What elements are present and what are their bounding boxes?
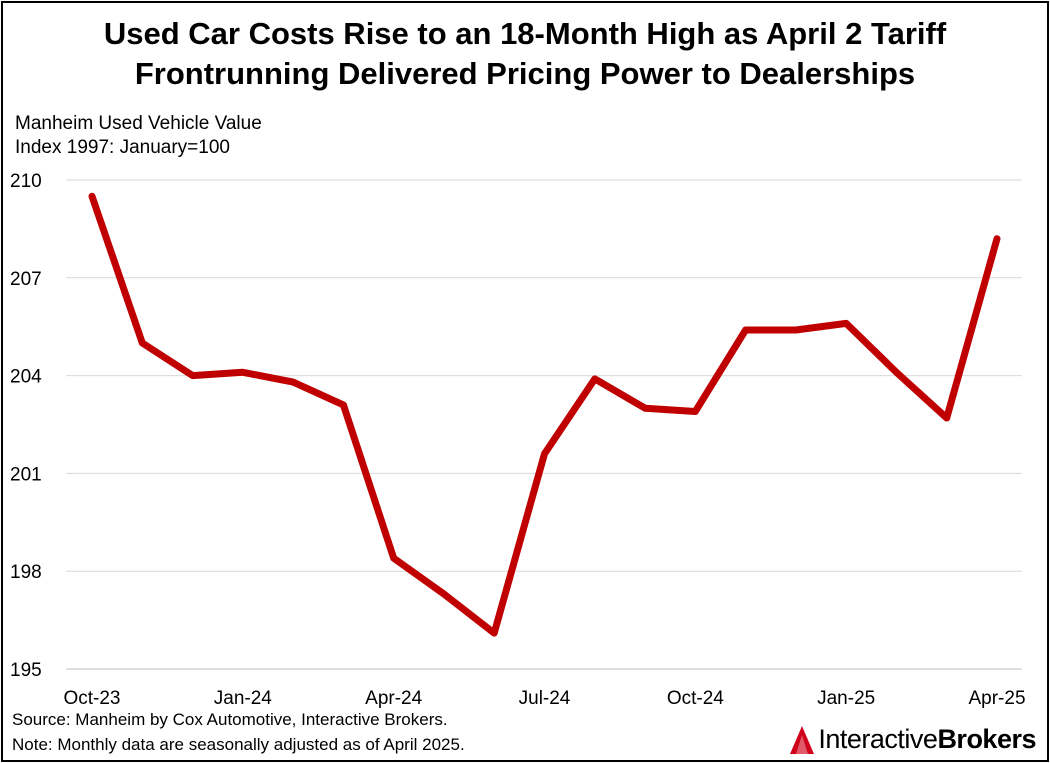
y-tick-label: 207 — [10, 269, 42, 290]
x-tick-label: Jan-25 — [817, 688, 875, 709]
x-tick-label: Oct-24 — [667, 688, 724, 709]
y-tick-label: 210 — [10, 171, 42, 192]
y-axis-ticks: 195 198 201 204 207 210 — [10, 171, 42, 681]
source-note: Source: Manheim by Cox Automotive, Inter… — [12, 710, 448, 729]
chart-title: Used Car Costs Rise to an 18-Month High … — [0, 14, 1050, 94]
x-axis-ticks: Oct-23 Jan-24 Apr-24 Jul-24 Oct-24 Jan-25 Apr-… — [63, 688, 1025, 709]
x-tick-label: Jan-24 — [214, 688, 273, 709]
interactive-brokers-logo: Interactive Brokers — [789, 724, 1036, 755]
series-line — [88, 192, 1001, 637]
x-tick-label: Jul-24 — [519, 688, 571, 709]
y-tick-label: 195 — [10, 660, 42, 681]
x-tick-label: Oct-23 — [63, 688, 120, 709]
data-note: Note: Monthly data are seasonally adjust… — [12, 735, 465, 754]
x-tick-label: Apr-24 — [365, 688, 422, 709]
chart-title-line2: Frontrunning Delivered Pricing Power to … — [134, 56, 916, 91]
y-axis-label-line2: Index 1997: January=100 — [15, 137, 230, 158]
gridlines — [66, 179, 1022, 670]
y-axis-label: Manheim Used Vehicle Value Index 1997: J… — [15, 112, 262, 160]
series-group — [88, 192, 1001, 637]
logo-text-interactive: Interactive — [818, 724, 938, 754]
y-tick-label: 201 — [10, 464, 42, 485]
y-axis-label-line1: Manheim Used Vehicle Value — [15, 113, 262, 134]
y-tick-label: 204 — [10, 367, 42, 388]
logo-text-brokers: Brokers — [937, 724, 1036, 754]
chart-title-line1: Used Car Costs Rise to an 18-Month High … — [103, 16, 947, 51]
interactive-brokers-logo-icon — [790, 725, 815, 754]
y-tick-label: 198 — [10, 562, 42, 583]
x-tick-label: Apr-25 — [968, 688, 1025, 709]
